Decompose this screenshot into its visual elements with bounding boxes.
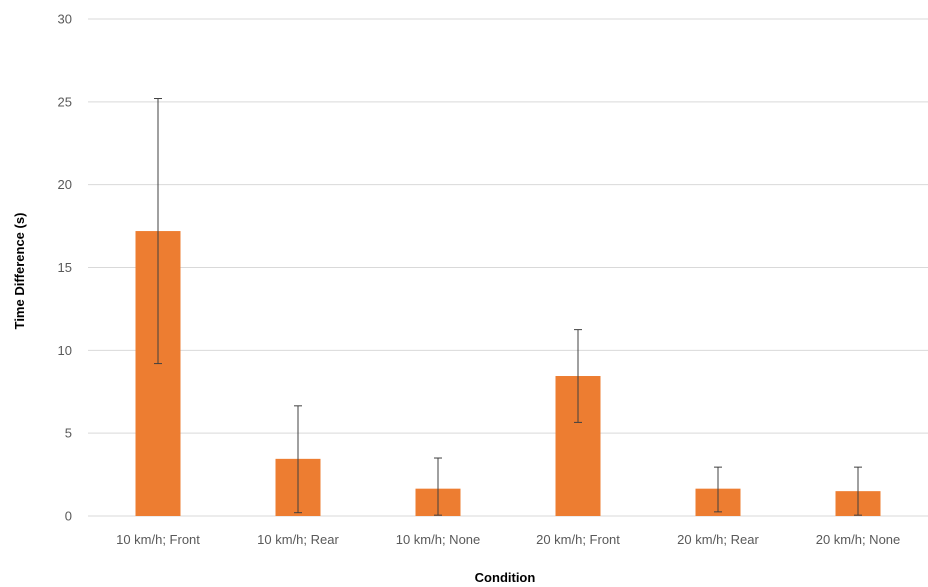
- x-tick-label: 10 km/h; None: [396, 532, 481, 547]
- x-tick-label: 20 km/h; Front: [536, 532, 620, 547]
- gridlines: [88, 18, 928, 517]
- y-tick-label: 25: [58, 94, 72, 109]
- y-tick-label: 10: [58, 343, 72, 358]
- y-tick-label: 0: [65, 509, 72, 524]
- x-axis-title: Condition: [475, 570, 536, 585]
- y-tick-label: 20: [58, 177, 72, 192]
- bars: [135, 231, 881, 516]
- x-tick-label: 20 km/h; Rear: [677, 532, 759, 547]
- x-axis-ticks: 10 km/h; Front 10 km/h; Rear 10 km/h; None…: [116, 532, 900, 547]
- y-tick-label: 5: [65, 426, 72, 441]
- x-tick-label: 10 km/h; Front: [116, 532, 200, 547]
- y-tick-label: 15: [58, 260, 72, 275]
- x-tick-label: 10 km/h; Rear: [257, 532, 339, 547]
- error-bars: [154, 98, 862, 516]
- y-axis-title: Time Difference (s): [12, 213, 27, 330]
- y-axis-ticks: 0 5 10 15 20 25 30: [58, 12, 72, 524]
- x-tick-label: 20 km/h; None: [816, 532, 901, 547]
- y-tick-label: 30: [58, 12, 72, 27]
